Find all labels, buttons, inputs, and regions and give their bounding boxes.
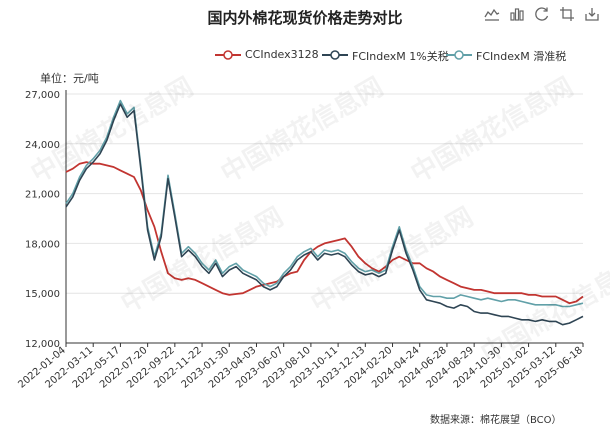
y-tick-label: 27,000 [25, 90, 60, 101]
legend-label-cc: CCIndex3128 [245, 48, 319, 61]
chart-title: 国内外棉花现货价格走势对比 [207, 9, 403, 27]
y-tick-label: 24,000 [25, 140, 60, 151]
toolbox [482, 6, 606, 24]
line-chart-icon[interactable] [484, 6, 500, 22]
y-tick-label: 18,000 [25, 239, 60, 250]
crop-icon[interactable] [559, 6, 575, 22]
download-icon[interactable] [584, 6, 600, 22]
legend-label-fc2: FCIndexM 滑准税 [476, 50, 567, 63]
y-tick-label: 21,000 [25, 190, 60, 201]
legend-label-fc1: FCIndexM 1%关税 [352, 50, 449, 63]
series-line-cc [65, 161, 584, 305]
series-line-fc1 [65, 103, 584, 326]
series-line-fc2 [65, 99, 584, 308]
y-tick-label: 12,000 [25, 339, 60, 350]
bar-chart-icon[interactable] [509, 6, 525, 22]
refresh-icon[interactable] [534, 6, 550, 22]
data-source: 数据来源：棉花展望（BCO） [430, 415, 562, 426]
y-axis-unit-label: 单位：元/吨 [40, 72, 99, 85]
legend: CCIndex3128 FCIndexM 1%关税 FCIndexM 滑准税 [0, 47, 610, 63]
y-tick-label: 15,000 [25, 289, 60, 300]
